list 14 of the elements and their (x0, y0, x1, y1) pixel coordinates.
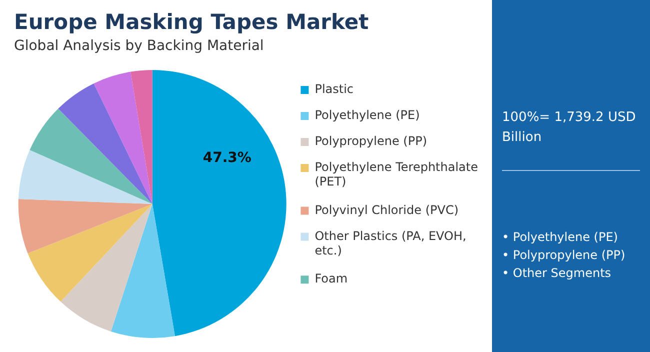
legend-label: Foam (314, 272, 348, 286)
text: • Polypropylene (PP) (502, 247, 626, 264)
legend-label: Polyvinyl Chloride (PVC) (314, 202, 459, 217)
chart-subtitle: Global Analysis by Backing Material (14, 38, 264, 54)
legend-label: Polypropylene (PP) (314, 134, 428, 148)
data-label: 47.3% (202, 150, 252, 166)
text: 100%= 1,739.2 USD Billion (502, 109, 637, 147)
text: • Other Segments (502, 265, 612, 282)
chart-title: Europe Masking Tapes Market (14, 10, 369, 34)
text: • Polyethylene (PE) (502, 229, 619, 246)
legend-label: Plastic (314, 82, 354, 96)
legend-label: Other Plastics (PA, EVOH, etc.) (314, 228, 466, 258)
legend-label: Polyethylene Terephthalate (PET) (314, 160, 478, 189)
legend-label: Polyethylene (PE) (314, 108, 420, 122)
